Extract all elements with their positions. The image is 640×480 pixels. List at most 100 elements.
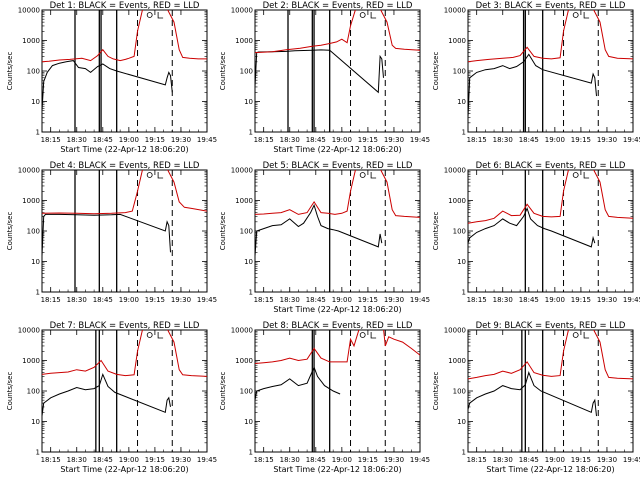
lld-series-line [255,170,420,218]
saa-flag-marker [359,172,366,178]
attenuator-flag-marker [157,12,164,19]
x-axis-label: Start Time (22-Apr-12 18:06:20) [486,465,614,474]
x-tick-label: 19:00 [332,136,352,144]
x-tick-label: 19:45 [197,456,217,464]
y-tick-label: 1000 [22,37,40,45]
panel-det-8: Det 8: BLACK = Events, RED = LLD 1 10 100 10… [219,321,430,474]
x-tick-label: 19:00 [332,456,352,464]
panel-title: Det 5: BLACK = Events, RED = LLD [263,161,413,171]
saa-flag-marker [359,12,366,18]
x-tick-label: 19:45 [410,296,430,304]
x-tick-label: 19:15 [145,456,165,464]
x-tick-label: 18:45 [519,456,539,464]
x-tick-label: 18:45 [93,296,113,304]
events-series-line [42,372,171,417]
x-tick-label: 18:30 [493,136,513,144]
y-tick-label: 1000 [448,37,466,45]
x-tick-label: 19:45 [410,456,430,464]
y-tick-label: 100 [453,388,466,396]
x-tick-label: 19:45 [410,136,430,144]
x-tick-label: 18:45 [519,136,539,144]
y-axis-label: Counts/sec [219,52,227,91]
x-tick-label: 19:30 [384,456,404,464]
y-axis-label: Counts/sec [6,372,14,411]
attenuator-flag-marker [157,172,164,179]
y-axis-label: Counts/sec [219,372,227,411]
x-tick-label: 19:45 [623,296,640,304]
events-series-line [468,53,597,118]
y-axis-label: Counts/sec [432,52,440,91]
events-series-line [42,60,173,111]
events-series-line [255,365,341,401]
events-series-line [255,49,384,94]
panel-title: Det 3: BLACK = Events, RED = LLD [476,1,626,11]
lld-series-line [255,330,420,364]
saa-flag-marker [359,332,366,338]
x-tick-label: 19:15 [571,136,591,144]
panel-title: Det 4: BLACK = Events, RED = LLD [50,161,200,171]
x-tick-label: 18:15 [467,136,487,144]
x-axis-label: Start Time (22-Apr-12 18:06:20) [60,145,188,154]
x-tick-label: 18:15 [254,136,274,144]
attenuator-flag-marker [583,12,590,19]
x-tick-label: 19:30 [171,456,191,464]
events-series-line [468,206,596,248]
y-tick-label: 1000 [235,197,253,205]
y-tick-label: 1 [249,289,253,297]
x-tick-label: 18:15 [467,456,487,464]
panel-title: Det 6: BLACK = Events, RED = LLD [476,161,626,171]
x-tick-label: 19:00 [119,296,139,304]
x-tick-label: 19:00 [119,456,139,464]
saa-flag-marker [146,172,153,178]
x-tick-label: 18:15 [41,456,61,464]
y-tick-label: 100 [27,228,40,236]
x-tick-label: 19:00 [545,136,565,144]
y-tick-label: 1000 [22,357,40,365]
y-tick-label: 10000 [231,7,253,15]
x-tick-label: 19:30 [171,136,191,144]
y-tick-label: 100 [453,228,466,236]
y-axis-label: Counts/sec [219,212,227,251]
x-tick-label: 19:45 [623,456,640,464]
x-tick-label: 18:45 [93,456,113,464]
plot-frame [467,9,634,133]
attenuator-flag-marker [583,332,590,339]
panel-det-4: Det 4: BLACK = Events, RED = LLD 1 10 100 10… [6,161,217,304]
x-axis-label: Start Time (22-Apr-12 18:06:20) [273,305,401,314]
saa-flag-marker [572,172,579,178]
x-tick-label: 19:45 [197,296,217,304]
panel-det-3: Det 3: BLACK = Events, RED = LLD 1 10 100 10… [432,1,640,144]
y-axis-label: Counts/sec [432,212,440,251]
x-tick-label: 18:15 [254,456,274,464]
y-axis-label: Counts/sec [6,52,14,91]
x-tick-label: 18:15 [254,296,274,304]
x-tick-label: 19:30 [171,296,191,304]
y-tick-label: 10000 [231,327,253,335]
lld-series-line [468,170,633,224]
panel-det-9: Det 9: BLACK = Events, RED = LLD 1 10 100 10… [432,321,640,474]
events-series-line [42,213,171,257]
y-tick-label: 1000 [448,357,466,365]
x-tick-label: 19:15 [145,296,165,304]
y-tick-label: 100 [453,68,466,76]
y-tick-label: 1000 [22,197,40,205]
y-tick-label: 10 [457,418,466,426]
saa-flag-marker [572,332,579,338]
x-tick-label: 18:45 [93,136,113,144]
lld-series-line [42,10,207,63]
saa-flag-marker [146,12,153,18]
x-tick-label: 19:15 [358,456,378,464]
panel-det-7: Det 7: BLACK = Events, RED = LLD 1 10 100 10… [6,321,217,474]
y-tick-label: 1 [36,289,40,297]
x-tick-label: 19:15 [145,136,165,144]
x-tick-label: 18:15 [41,136,61,144]
y-tick-label: 1 [36,129,40,137]
y-tick-label: 100 [240,228,253,236]
attenuator-flag-marker [370,12,377,19]
panel-title: Det 9: BLACK = Events, RED = LLD [476,321,626,331]
x-tick-label: 19:30 [384,296,404,304]
lld-series-line [468,330,633,380]
plot-frame [41,169,208,293]
y-tick-label: 100 [27,388,40,396]
